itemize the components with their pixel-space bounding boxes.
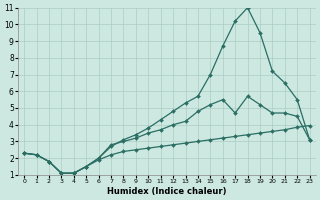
X-axis label: Humidex (Indice chaleur): Humidex (Indice chaleur) (107, 187, 227, 196)
